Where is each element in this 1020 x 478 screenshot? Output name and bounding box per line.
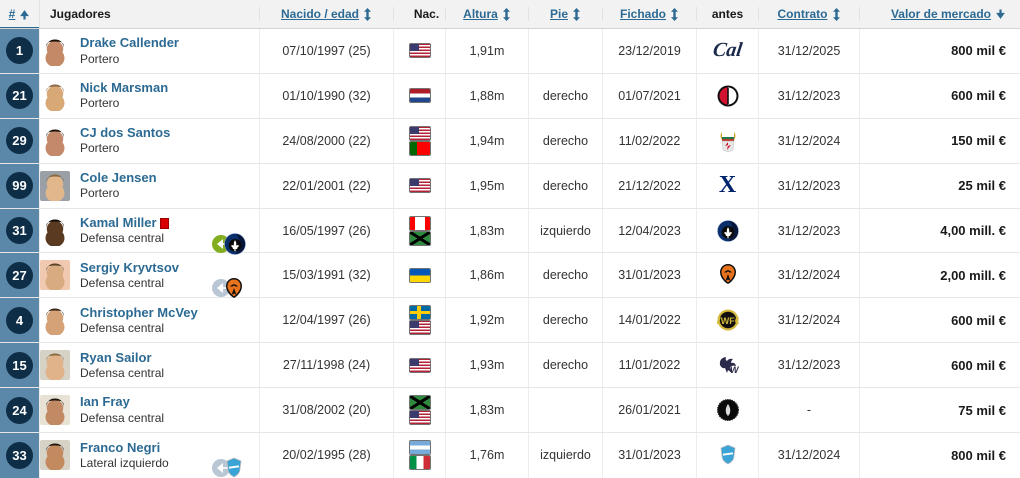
- svg-text:W: W: [730, 365, 739, 375]
- svg-text:VWFC: VWFC: [717, 316, 739, 326]
